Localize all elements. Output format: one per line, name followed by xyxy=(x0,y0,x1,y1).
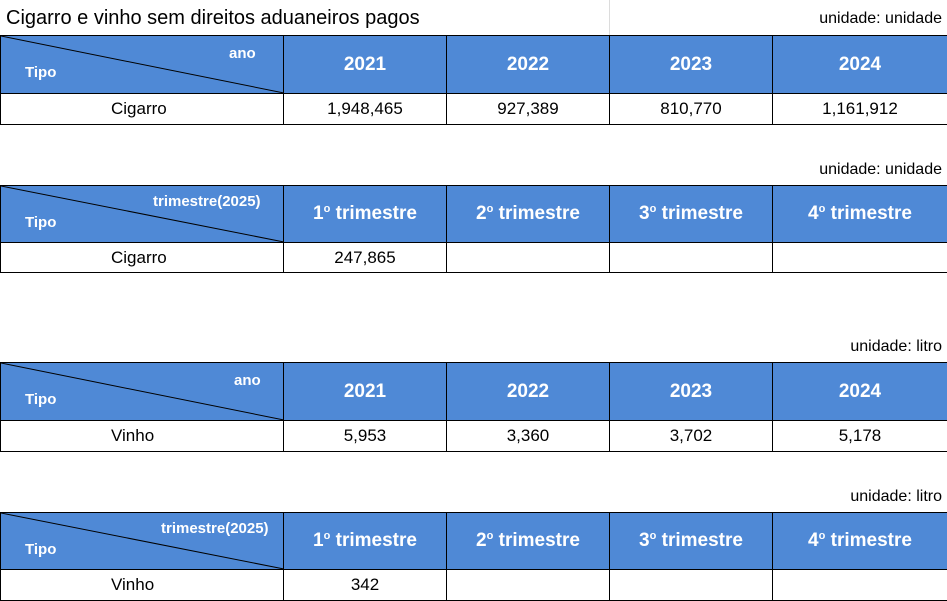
column-header: 4o trimestre xyxy=(773,186,947,243)
column-header: 2022 xyxy=(447,363,610,421)
corner-row-label: Tipo xyxy=(25,391,56,408)
column-header: 2023 xyxy=(610,36,773,94)
row-label: Cigarro xyxy=(1,243,284,273)
corner-header: ano Tipo xyxy=(1,36,284,94)
corner-row-label: Tipo xyxy=(25,214,56,231)
corner-header: ano Tipo xyxy=(1,363,284,421)
column-header: 3o trimestre xyxy=(610,513,773,570)
column-header: 3o trimestre xyxy=(610,186,773,243)
row-label: Cigarro xyxy=(1,94,284,125)
unit-label: unidade: litro xyxy=(850,337,942,357)
table-cell xyxy=(773,570,947,601)
corner-row-label: Tipo xyxy=(25,541,56,558)
column-header: 2022 xyxy=(447,36,610,94)
corner-header: trimestre(2025) Tipo xyxy=(1,186,284,243)
row-label: Vinho xyxy=(1,421,284,452)
unit-label: unidade: litro xyxy=(850,487,942,507)
column-header: 2o trimestre xyxy=(447,513,610,570)
corner-column-label: trimestre(2025) xyxy=(161,520,269,537)
unit-label: unidade: unidade xyxy=(819,9,942,29)
table-cell: 810,770 xyxy=(610,94,773,125)
column-header: 1o trimestre xyxy=(284,186,447,243)
title-divider xyxy=(609,0,610,35)
corner-header: trimestre(2025) Tipo xyxy=(1,513,284,570)
corner-row-label: Tipo xyxy=(25,64,56,81)
column-header: 1o trimestre xyxy=(284,513,447,570)
column-header: 2021 xyxy=(284,36,447,94)
table-cell: 1,948,465 xyxy=(284,94,447,125)
table-cell: 3,360 xyxy=(447,421,610,452)
table-cell: 927,389 xyxy=(447,94,610,125)
table-cell: 342 xyxy=(284,570,447,601)
column-header: 2024 xyxy=(773,363,947,421)
column-header: 2021 xyxy=(284,363,447,421)
corner-column-label: trimestre(2025) xyxy=(153,193,261,210)
page-title: Cigarro e vinho sem direitos aduaneiros … xyxy=(6,6,420,30)
table-cell: 5,178 xyxy=(773,421,947,452)
table-cell xyxy=(447,570,610,601)
column-header: 2o trimestre xyxy=(447,186,610,243)
column-header: 2024 xyxy=(773,36,947,94)
table-cell: 3,702 xyxy=(610,421,773,452)
table-cell xyxy=(447,243,610,273)
unit-label: unidade: unidade xyxy=(819,160,942,180)
column-header: 4o trimestre xyxy=(773,513,947,570)
table-cell: 5,953 xyxy=(284,421,447,452)
table-cell: 1,161,912 xyxy=(773,94,947,125)
row-label: Vinho xyxy=(1,570,284,601)
corner-column-label: ano xyxy=(234,372,261,389)
table-cell: 247,865 xyxy=(284,243,447,273)
corner-column-label: ano xyxy=(229,45,256,62)
table-cell xyxy=(610,243,773,273)
column-header: 2023 xyxy=(610,363,773,421)
table-cell xyxy=(773,243,947,273)
table-cell xyxy=(610,570,773,601)
